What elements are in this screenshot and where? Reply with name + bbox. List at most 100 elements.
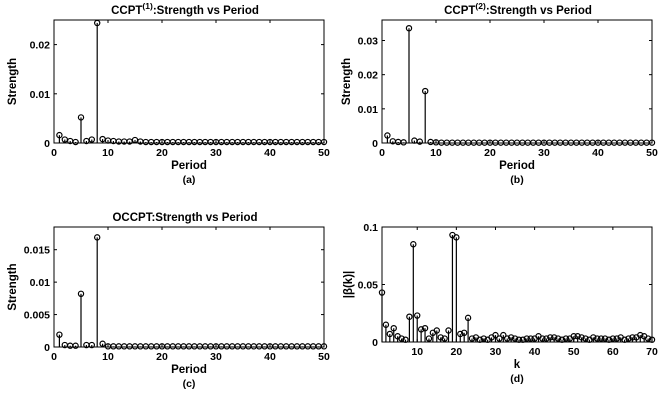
x-tick-label: 10 <box>102 147 114 159</box>
chart-panel-3: 0 10 20 30 40 50 0 0.005 0.01 0.015 OCCPT:Strength… <box>7 212 330 390</box>
plot-frame <box>381 19 653 144</box>
stem-marker <box>558 336 566 343</box>
stem-marker <box>180 138 187 146</box>
stem-marker <box>547 334 554 341</box>
stem-marker <box>433 327 440 334</box>
y-axis-label: Strength <box>341 58 353 105</box>
stem-marker <box>421 325 429 332</box>
x-tick-label: 50 <box>646 147 658 159</box>
stem-marker <box>88 341 96 349</box>
stem-marker <box>315 138 322 146</box>
stem-marker <box>417 326 425 333</box>
y-tick-label: 0.1 <box>363 222 378 234</box>
stem-marker <box>625 335 632 342</box>
x-tick-label: 40 <box>529 346 541 358</box>
stem-marker <box>99 340 106 347</box>
y-tick-label: 0 <box>44 342 50 354</box>
x-tick-label: 30 <box>538 147 550 159</box>
stem-marker <box>169 138 176 146</box>
stem-marker <box>562 335 570 342</box>
stem-marker <box>468 335 476 342</box>
stem-marker <box>570 333 577 340</box>
x-tick-label: 10 <box>411 346 423 358</box>
stem-marker <box>476 336 484 343</box>
stem-marker <box>207 138 214 146</box>
stem-marker <box>56 331 63 338</box>
stem-marker <box>277 138 284 146</box>
x-tick-label: 20 <box>451 346 463 358</box>
stem-marker <box>527 335 534 342</box>
stem-marker <box>445 327 452 334</box>
y-tick-label: 0 <box>44 138 50 150</box>
stem-marker <box>648 139 656 146</box>
stem-marker <box>629 334 636 341</box>
stem-marker <box>637 331 644 339</box>
chart-title-rest: :Strength vs Period <box>486 5 592 17</box>
stem-marker <box>605 336 613 343</box>
y-tick-label: 0.01 <box>30 277 51 289</box>
stem-marker <box>142 138 149 146</box>
stem-marker <box>299 138 306 146</box>
stem-marker <box>153 138 160 146</box>
stem-marker <box>378 289 386 296</box>
chart-title-superscript: (1) <box>142 1 153 11</box>
stem-marker <box>228 138 236 146</box>
stem-marker <box>590 334 597 341</box>
x-tick-label: 50 <box>568 346 580 358</box>
x-tick-label: 50 <box>318 147 330 159</box>
stem-marker <box>543 335 550 342</box>
stem-marker <box>191 138 198 146</box>
stem-marker <box>382 321 390 328</box>
x-tick-label: 0 <box>51 147 57 159</box>
y-tick-label: 0.01 <box>358 104 379 116</box>
y-tick-label: 0.01 <box>30 89 51 101</box>
stem-marker <box>320 138 328 146</box>
stem-marker <box>398 335 405 342</box>
chart-title: CCPT(2):Strength vs Period <box>444 1 592 17</box>
stem-marker <box>554 335 562 342</box>
stem-marker <box>460 329 468 336</box>
panel-caption: (d) <box>510 373 523 385</box>
stem-marker <box>410 241 417 248</box>
plot-frame <box>53 226 325 348</box>
panel-caption: (a) <box>183 174 196 186</box>
x-axis-label: k <box>514 359 521 371</box>
stem-marker <box>72 342 79 349</box>
chart-title-superscript: (2) <box>475 1 486 11</box>
stem-marker <box>56 131 63 139</box>
stem-marker <box>310 138 317 146</box>
y-axis-label: Strength <box>7 58 19 105</box>
stem-marker <box>77 114 85 121</box>
stem-marker <box>261 138 268 146</box>
stem-marker <box>320 343 328 350</box>
stem-marker <box>400 139 407 146</box>
x-tick-label: 20 <box>156 351 168 363</box>
stem-marker <box>457 330 464 338</box>
x-tick-label: 0 <box>379 147 385 159</box>
stem-marker <box>293 138 301 146</box>
x-tick-label: 30 <box>210 147 222 159</box>
panel-caption: (b) <box>510 174 523 186</box>
x-axis-label: Period <box>171 160 207 172</box>
stem-marker <box>492 331 499 339</box>
stem-marker <box>405 25 413 32</box>
stem-marker <box>283 138 290 146</box>
stem-marker <box>453 234 460 241</box>
x-tick-label: 10 <box>430 147 442 159</box>
stem-marker <box>147 138 155 146</box>
x-tick-label: 20 <box>484 147 496 159</box>
stem-marker <box>416 138 423 145</box>
panel-caption: (c) <box>183 378 196 390</box>
stem-marker <box>507 334 515 341</box>
stem-marker <box>414 312 421 319</box>
stem-marker <box>601 335 609 342</box>
chart-title-rest: :Strength vs Period <box>153 5 259 17</box>
stem-marker <box>272 138 279 146</box>
x-tick-label: 40 <box>264 351 276 363</box>
stem-marker <box>519 336 527 343</box>
stem-marker <box>425 335 433 342</box>
stem-marker <box>574 333 581 340</box>
stem-marker <box>594 335 601 342</box>
x-tick-label: 30 <box>210 351 222 363</box>
